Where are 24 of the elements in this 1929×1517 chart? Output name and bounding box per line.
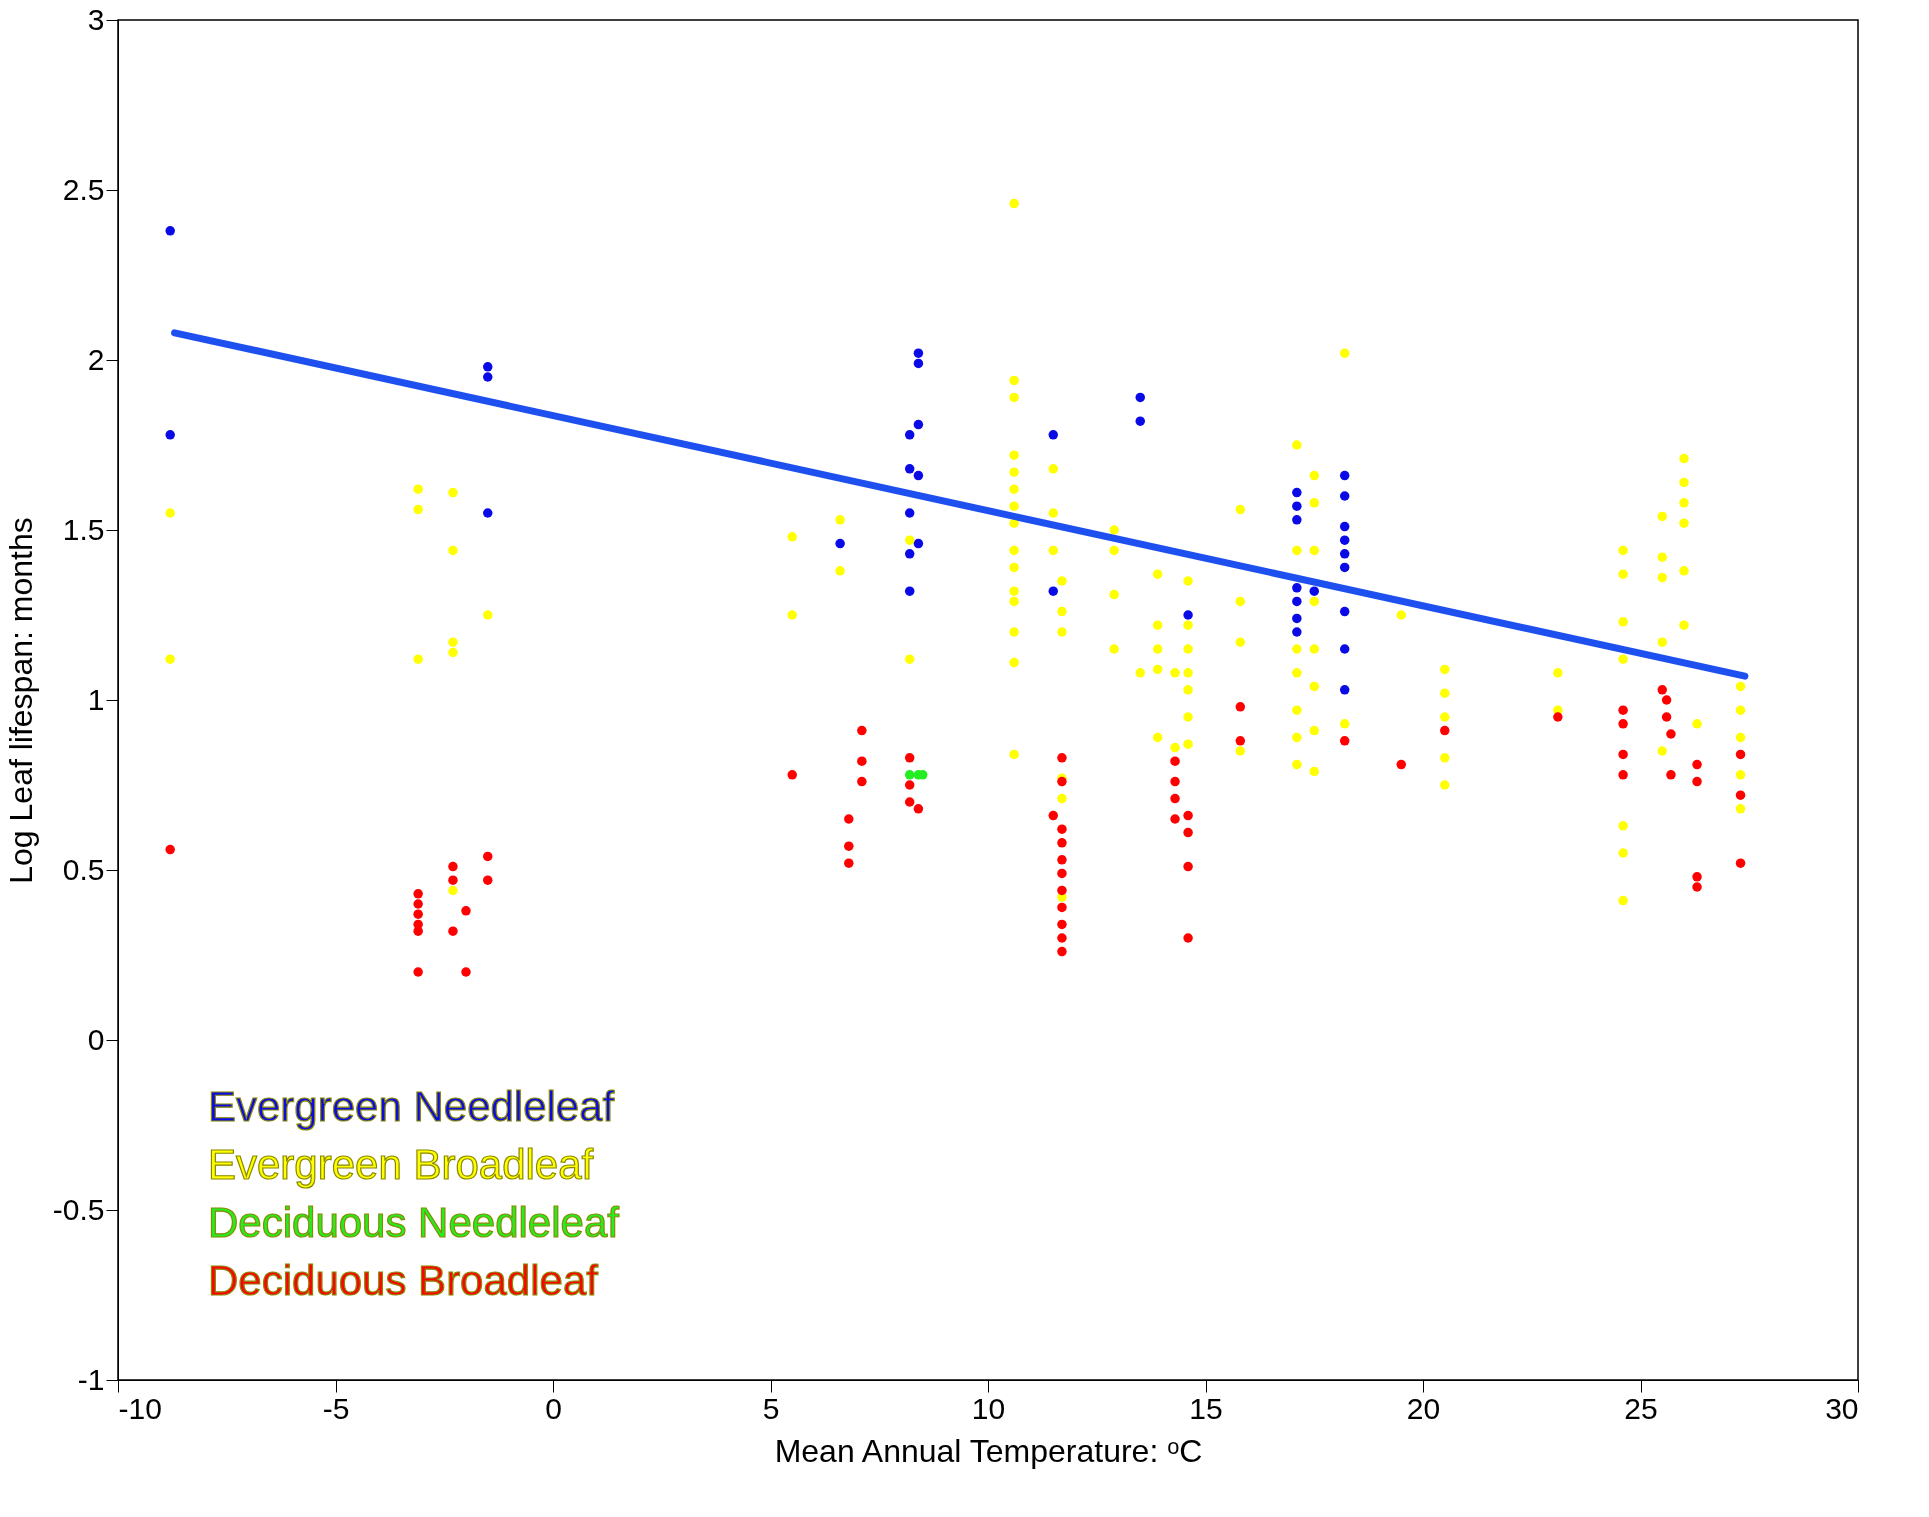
x-tick-label: 20 [1406, 1391, 1441, 1425]
text: Evergreen Broadleaf [208, 1141, 594, 1188]
text: Deciduous Needleleaf [208, 1199, 620, 1246]
x-tick-label: 30 [1825, 1391, 1859, 1425]
y-tick-label: 1 [87, 682, 105, 716]
y-tick-label: 3 [87, 2, 105, 36]
x-tick-label: 25 [1624, 1391, 1658, 1425]
x-tick-label: 5 [762, 1391, 780, 1425]
y-tick-label: 2.5 [62, 172, 105, 206]
y-tick-label: -1 [77, 1362, 105, 1396]
x-tick-label: -5 [322, 1391, 350, 1425]
y-axis-title: Log Leaf lifespan: months [2, 517, 39, 884]
x-axis-title: Mean Annual Temperature: ᵒC [774, 1432, 1203, 1469]
x-tick-label: 10 [971, 1391, 1006, 1425]
y-tick-label: 2 [87, 342, 105, 376]
y-tick-label: -0.5 [52, 1192, 105, 1226]
y-tick-label: 1.5 [62, 512, 105, 546]
text: Deciduous Broadleaf [208, 1257, 599, 1304]
x-tick-label: 15 [1189, 1391, 1223, 1425]
x-tick-label: -10 [118, 1391, 162, 1425]
x-tick-label: 0 [545, 1391, 562, 1425]
y-tick-label: 0.5 [62, 852, 105, 886]
text: Evergreen Needleleaf [208, 1083, 615, 1130]
y-tick-label: 0 [87, 1022, 105, 1056]
